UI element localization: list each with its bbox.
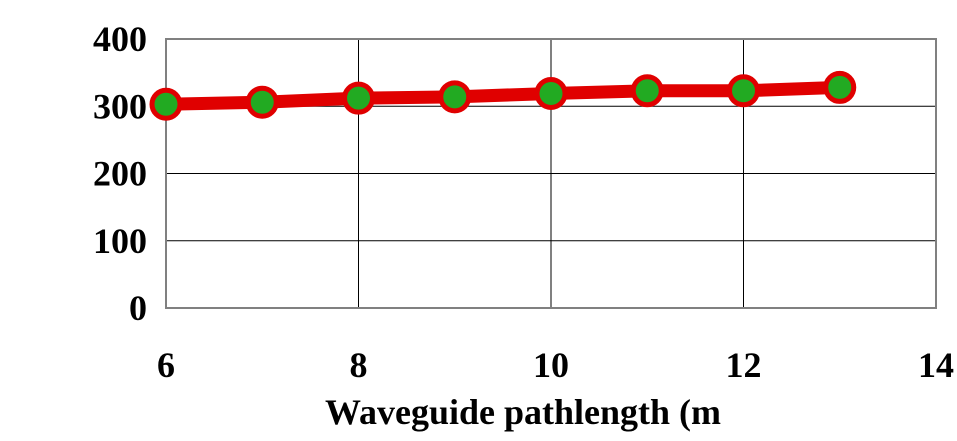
x-tick-label: 8 bbox=[350, 345, 368, 385]
y-tick-label: 400 bbox=[93, 19, 147, 59]
y-tick-label: 200 bbox=[93, 154, 147, 194]
x-tick-label: 10 bbox=[533, 345, 569, 385]
data-point bbox=[534, 76, 568, 110]
series-layer bbox=[149, 70, 857, 121]
x-tick-label: 12 bbox=[726, 345, 762, 385]
y-tick-label: 0 bbox=[129, 288, 147, 328]
y-tick-labels: 0 100 200 300 400 bbox=[93, 19, 147, 328]
data-point bbox=[438, 80, 472, 114]
x-tick-label: 6 bbox=[157, 345, 175, 385]
data-point bbox=[823, 70, 857, 104]
y-tick-label: 100 bbox=[93, 221, 147, 261]
data-point bbox=[630, 74, 664, 108]
data-point bbox=[245, 85, 279, 119]
x-tick-labels: 6 8 10 12 14 bbox=[157, 345, 954, 385]
data-point bbox=[727, 74, 760, 108]
data-point bbox=[342, 81, 375, 115]
x-axis-title: Waveguide pathlength (m bbox=[325, 392, 721, 432]
data-point bbox=[149, 87, 183, 121]
x-tick-label: 14 bbox=[918, 345, 954, 385]
plot-border bbox=[165, 38, 937, 309]
y-tick-label: 300 bbox=[93, 86, 147, 126]
